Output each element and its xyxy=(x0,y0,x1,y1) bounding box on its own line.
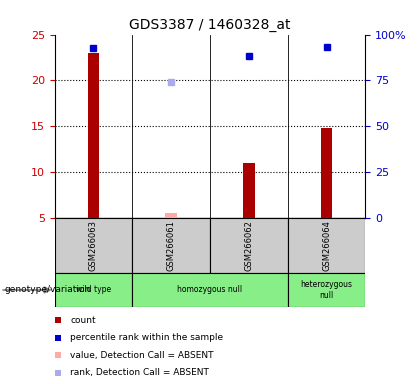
Text: value, Detection Call = ABSENT: value, Detection Call = ABSENT xyxy=(70,351,214,360)
Text: rank, Detection Call = ABSENT: rank, Detection Call = ABSENT xyxy=(70,368,209,377)
Text: GSM266064: GSM266064 xyxy=(322,220,331,271)
Bar xyxy=(288,217,365,273)
Bar xyxy=(55,273,132,307)
Text: count: count xyxy=(70,316,96,324)
Text: homozygous null: homozygous null xyxy=(177,285,243,295)
Text: GSM266063: GSM266063 xyxy=(89,220,98,271)
Title: GDS3387 / 1460328_at: GDS3387 / 1460328_at xyxy=(129,18,291,32)
Bar xyxy=(321,128,332,217)
Bar xyxy=(132,273,288,307)
Text: GSM266062: GSM266062 xyxy=(244,220,253,271)
Text: percentile rank within the sample: percentile rank within the sample xyxy=(70,333,223,342)
Bar xyxy=(88,53,99,217)
Text: genotype/variation: genotype/variation xyxy=(4,285,90,295)
Bar xyxy=(55,217,132,273)
Bar xyxy=(132,217,210,273)
Text: GSM266061: GSM266061 xyxy=(167,220,176,271)
Bar xyxy=(210,217,288,273)
Bar xyxy=(243,163,255,217)
Text: heterozygous
null: heterozygous null xyxy=(301,280,352,300)
Bar xyxy=(165,213,177,217)
Text: wild type: wild type xyxy=(76,285,111,295)
Bar xyxy=(288,273,365,307)
